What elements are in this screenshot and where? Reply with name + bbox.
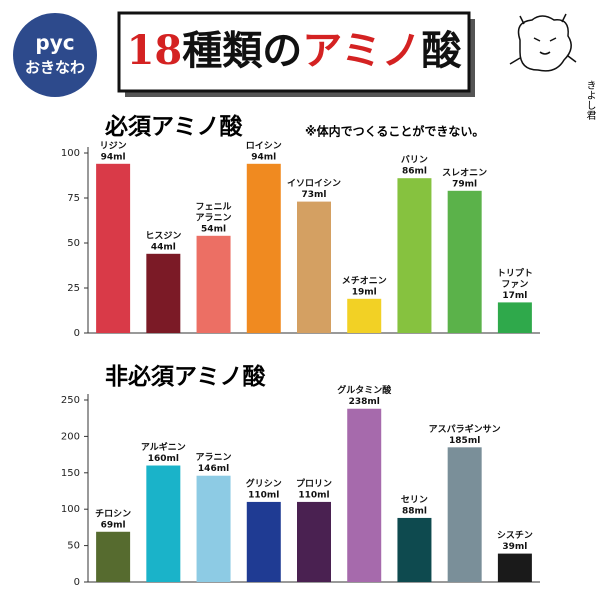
badge-line: pyc xyxy=(35,31,74,55)
bar xyxy=(497,553,532,582)
value-label: 17ml xyxy=(502,291,527,301)
value-label: 146ml xyxy=(198,464,229,474)
category-label: プロリン xyxy=(296,477,332,489)
character-name: きよし君 xyxy=(584,80,596,121)
bar xyxy=(447,447,482,582)
category-label: アラニン xyxy=(196,212,232,223)
value-label: 79ml xyxy=(452,179,477,189)
character xyxy=(509,13,577,72)
value-label: 86ml xyxy=(402,167,427,177)
title-part: 酸 xyxy=(421,27,462,74)
y-tick-label: 250 xyxy=(61,395,80,406)
category-label: イソロイシン xyxy=(287,178,341,189)
value-label: 94ml xyxy=(101,152,126,162)
chart-title: 必須アミノ酸 xyxy=(105,113,244,140)
bar xyxy=(96,163,131,333)
bar xyxy=(347,298,382,333)
title-part: 種類の xyxy=(182,27,302,74)
category-label: バリン xyxy=(401,155,428,166)
y-tick-label: 50 xyxy=(67,541,80,552)
value-label: 110ml xyxy=(298,490,329,500)
category-label: グリシン xyxy=(246,477,282,489)
value-label: 44ml xyxy=(151,242,176,252)
bar xyxy=(297,501,331,582)
category-label: トリプト xyxy=(497,267,533,279)
value-label: 54ml xyxy=(201,224,226,234)
bar xyxy=(146,465,181,582)
bar xyxy=(497,302,532,333)
category-label: アラニン xyxy=(196,452,232,463)
category-label: ヒスジン xyxy=(145,230,181,241)
category-label: シスチン xyxy=(497,530,533,541)
y-tick-label: 200 xyxy=(61,431,80,442)
category-label: ロイシン xyxy=(246,140,282,151)
category-label: チロシン xyxy=(95,508,131,519)
bar xyxy=(397,517,432,582)
bar xyxy=(96,531,131,582)
chart-title: 非必須アミノ酸 xyxy=(105,363,267,390)
bar xyxy=(246,163,281,333)
title-box xyxy=(117,11,471,93)
value-label: 110ml xyxy=(248,490,279,500)
chart-note: ※体内でつくることができない。 xyxy=(305,124,484,139)
value-label: 94ml xyxy=(251,152,276,162)
category-label: グルタミン酸 xyxy=(337,384,392,396)
title-part: アミノ xyxy=(302,27,421,74)
category-label: アスパラギンサン xyxy=(429,423,501,435)
y-tick-label: 0 xyxy=(74,577,80,588)
bar xyxy=(347,408,382,582)
bar xyxy=(397,178,432,333)
y-tick-label: 0 xyxy=(74,328,80,339)
value-label: 19ml xyxy=(352,287,377,297)
category-label: リジン xyxy=(100,140,127,151)
category-label: アルギニン xyxy=(141,441,186,453)
category-label: スレオニン xyxy=(442,167,487,178)
bar xyxy=(196,475,231,582)
badge xyxy=(13,13,97,97)
value-label: 238ml xyxy=(349,397,380,407)
y-tick-label: 50 xyxy=(67,238,80,249)
category-label: メチオニン xyxy=(342,275,387,286)
value-label: 39ml xyxy=(502,542,527,552)
badge-line: おきなわ xyxy=(25,59,85,77)
bar xyxy=(297,201,331,333)
y-tick-label: 150 xyxy=(61,468,80,479)
category-label: フェニル xyxy=(196,201,232,212)
bar xyxy=(146,253,181,333)
category-label: ファン xyxy=(501,279,528,290)
value-label: 160ml xyxy=(148,454,179,464)
value-label: 185ml xyxy=(449,436,480,446)
y-tick-label: 75 xyxy=(67,193,80,204)
bar xyxy=(447,190,482,333)
value-label: 69ml xyxy=(101,520,126,530)
value-label: 88ml xyxy=(402,506,427,516)
bar xyxy=(196,235,231,333)
y-tick-label: 100 xyxy=(61,504,80,515)
page-title: 18種類のアミノ酸 xyxy=(127,27,463,74)
y-tick-label: 100 xyxy=(61,148,80,159)
value-label: 73ml xyxy=(302,190,327,200)
y-tick-label: 25 xyxy=(67,283,80,294)
bar xyxy=(246,501,281,582)
title-part: 18 xyxy=(127,27,183,74)
category-label: セリン xyxy=(401,494,428,505)
